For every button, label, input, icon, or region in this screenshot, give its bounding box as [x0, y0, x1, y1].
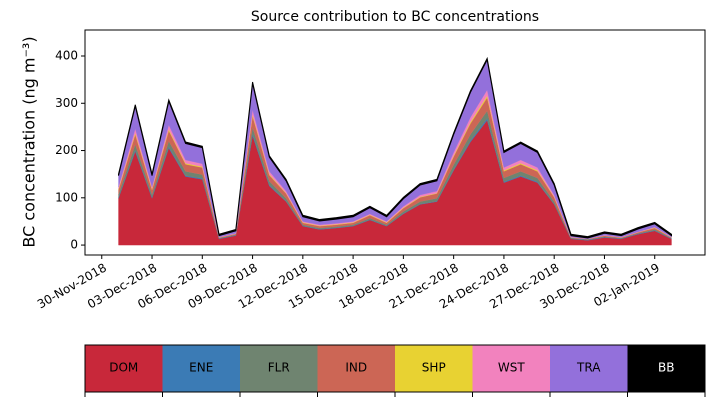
area-0: [118, 119, 672, 246]
y-tick-label: 100: [55, 190, 78, 204]
y-axis-label: BC concentration (ng m⁻³): [20, 36, 39, 247]
legend-swatch: [317, 345, 395, 392]
y-tick-label: 0: [70, 238, 78, 252]
legend-label: SHP: [422, 361, 446, 375]
legend-swatch: [162, 345, 240, 392]
y-tick-label: 200: [55, 143, 78, 157]
legend-label: BB: [658, 361, 674, 375]
plot-frame: [84, 29, 706, 256]
legend-swatch: [240, 345, 318, 392]
legend-label: IND: [345, 361, 367, 375]
legend-label: DOM: [109, 361, 138, 375]
legend-swatch: [550, 345, 628, 392]
legend-swatch: [472, 345, 550, 392]
legend-label: WST: [498, 361, 525, 375]
legend-swatch: [85, 345, 163, 392]
y-tick-label: 300: [55, 96, 78, 110]
chart-title: Source contribution to BC concentrations: [251, 9, 539, 25]
legend-swatch: [627, 345, 705, 392]
y-tick-label: 400: [55, 48, 78, 62]
area-7: [118, 56, 672, 239]
legend-swatch: [395, 345, 473, 392]
legend-label: FLR: [268, 361, 290, 375]
legend-label: ENE: [189, 361, 213, 375]
plot-area: [118, 56, 672, 246]
legend-frame: [84, 344, 706, 393]
legend-label: TRA: [576, 361, 601, 375]
